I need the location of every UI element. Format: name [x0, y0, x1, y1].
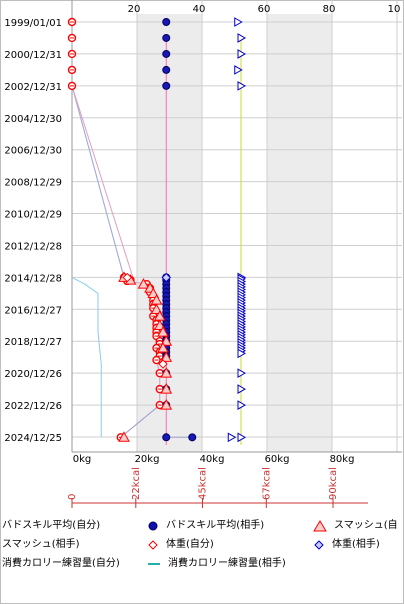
self-trend-line: [71, 85, 125, 278]
kcal-self-line: [71, 276, 102, 437]
point-smash-self: [137, 278, 150, 289]
point-smash-opp: [234, 17, 243, 27]
kcal-tick-label: 90kcal: [328, 467, 339, 500]
legend-item-skill-self: バドスキル平均(自分): [2, 519, 100, 533]
shaded-band: [267, 14, 332, 452]
line-teal-icon: [148, 563, 160, 565]
kcal-tick-label: 45kcal: [198, 467, 209, 500]
point-smash-opp: [234, 65, 243, 75]
y-tick-label: 2012/12/28: [4, 241, 62, 252]
kcal-tick-label: 22kcal: [131, 467, 142, 500]
y-tick-label: 2010/12/29: [4, 210, 62, 221]
x-top-tick-label: 60: [258, 4, 271, 15]
legend-label: スマッシュ(相手): [2, 539, 80, 550]
legend-label: 体重(相手): [332, 539, 380, 550]
self-trend-line: [71, 85, 134, 279]
y-tick-label: 2000/12/31: [4, 50, 62, 61]
point-smash-opp: [227, 432, 237, 443]
triangle-up-icon: [313, 520, 327, 532]
y-tick-label: 2006/12/30: [4, 146, 62, 157]
point-smash-opp: [237, 432, 247, 443]
legend-item-weight-self: 体重(自分): [146, 538, 214, 552]
point-smash-opp: [237, 368, 247, 379]
y-tick-label: 2020/12/26: [4, 369, 62, 380]
point-skill-opp: [162, 33, 171, 42]
y-tick-label: 2008/12/29: [4, 178, 62, 189]
shaded-band: [137, 14, 202, 452]
point-smash-self: [118, 431, 130, 442]
legend-label: スマッシュ(自: [334, 520, 398, 531]
self-trend-line: [120, 404, 161, 438]
legend-label: 体重(自分): [166, 539, 214, 550]
x-top-tick-label: 80: [323, 4, 336, 15]
legend-label: バドスキル平均(相手): [166, 520, 265, 531]
diamond-red-icon: [148, 540, 158, 550]
y-tick-label: 2014/12/28: [4, 273, 62, 284]
legend-item-skill-opp: バドスキル平均(相手): [146, 519, 264, 533]
x-bottom-tick-label: 40kg: [200, 454, 225, 465]
legend-item-smash-self: スマッシュ(自: [312, 519, 398, 533]
point-skill-opp: [162, 18, 171, 26]
kcal-tick-label: 0: [67, 494, 78, 500]
point-smash-opp: [237, 81, 247, 91]
diamond-blue-icon: [314, 540, 324, 550]
point-smash-self: [150, 303, 163, 315]
x-bottom-tick-label: 20kg: [135, 454, 160, 465]
x-top-tick-label: 10: [388, 4, 401, 15]
legend-label: 消費カロリー練習量(自分): [2, 558, 120, 569]
legend-item-kcal-opp: 消費カロリー練習量(相手): [146, 557, 286, 571]
point-skill-opp: [162, 65, 171, 74]
point-smash-opp: [237, 384, 247, 394]
x-top-tick-label: 40: [193, 4, 206, 15]
point-smash-self: [160, 399, 173, 410]
point-smash-opp: [237, 348, 247, 359]
point-weight-self: [158, 359, 168, 369]
point-weight-opp: [161, 272, 171, 283]
point-smash-opp: [237, 49, 247, 59]
point-weight-self: [122, 272, 132, 283]
legend: バドスキル平均(自分) バドスキル平均(相手) スマッシュ(自 スマッシュ(相手…: [0, 516, 404, 576]
legend-label: バドスキル平均(自分): [2, 520, 101, 531]
point-skill-opp: [162, 81, 171, 90]
point-smash-self: [157, 342, 169, 353]
point-smash-self: [157, 326, 169, 337]
point-skill-opp: [162, 433, 171, 442]
point-smash-self: [160, 367, 173, 378]
y-tick-label: 2022/12/26: [4, 401, 62, 412]
legend-label: 消費カロリー練習量(相手): [168, 558, 286, 569]
point-smash-opp: [237, 33, 247, 43]
point-skill-opp: [162, 49, 171, 58]
legend-item-weight-opp: 体重(相手): [312, 538, 380, 552]
point-smash-self: [160, 351, 173, 362]
legend-item-smash-opp: スマッシュ(相手): [2, 538, 80, 552]
y-tick-label: 2024/12/25: [4, 433, 62, 444]
y-tick-label: 2004/12/30: [4, 114, 62, 125]
x-bottom-tick-label: 60kg: [265, 454, 290, 465]
point-smash-self: [147, 287, 160, 299]
point-smash-opp: [237, 400, 247, 410]
y-tick-label: 2016/12/27: [4, 305, 62, 316]
circle-filled-icon: [148, 521, 158, 531]
x-bottom-tick-label: 80kg: [330, 454, 355, 465]
x-top-tick-label: 20: [128, 4, 141, 15]
point-skill-opp: [188, 433, 197, 442]
y-tick-label: 2002/12/31: [4, 82, 62, 93]
y-tick-label: 1999/01/01: [4, 18, 62, 29]
y-tick-label: 2018/12/27: [4, 337, 62, 348]
x-bottom-tick-label: 0kg: [73, 454, 92, 465]
point-smash-self: [160, 383, 173, 394]
point-smash-self: [160, 335, 173, 346]
legend-item-kcal-self: 消費カロリー練習量(自分): [2, 557, 120, 571]
kcal-tick-label: 67kcal: [261, 467, 272, 500]
point-smash-self: [153, 319, 166, 330]
